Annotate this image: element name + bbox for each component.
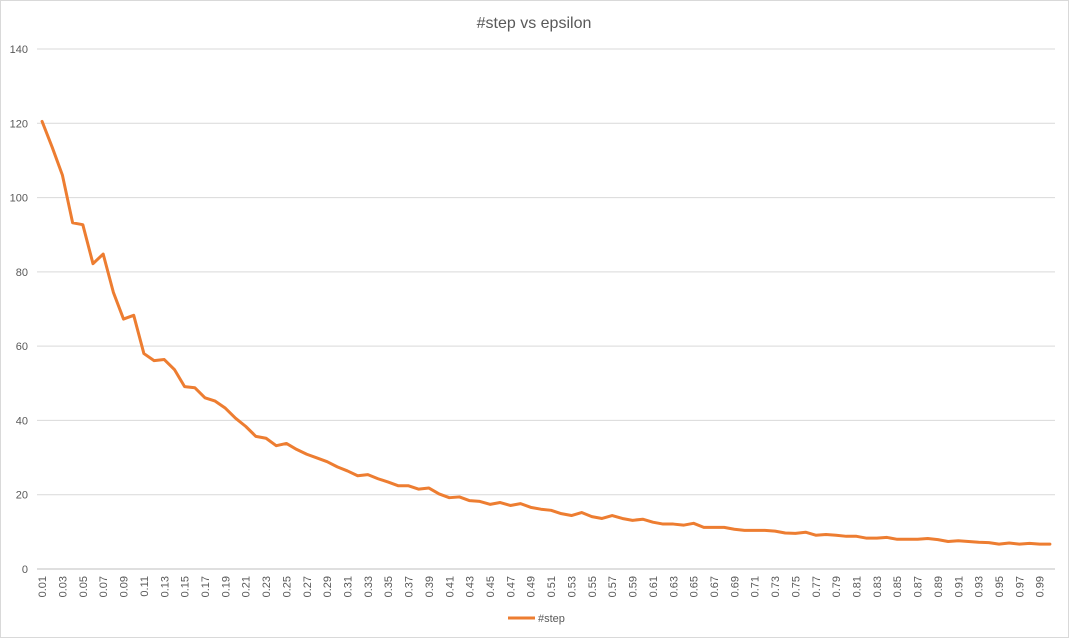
x-tick-label: 0.93: [974, 576, 986, 597]
legend: #step: [508, 613, 565, 625]
gridlines: [37, 48, 1055, 570]
y-tick-label: 120: [10, 118, 28, 130]
y-tick-label: 40: [16, 415, 28, 427]
x-tick-label: 0.23: [261, 576, 273, 597]
x-tick-label: 0.79: [831, 576, 843, 597]
x-tick-label: 0.91: [953, 576, 965, 597]
x-tick-label: 0.97: [1014, 576, 1026, 597]
x-tick-label: 0.39: [424, 576, 436, 597]
x-tick-label: 0.41: [444, 576, 456, 597]
x-tick-label: 0.99: [1035, 576, 1047, 597]
x-tick-label: 0.15: [180, 576, 192, 597]
x-tick-label: 0.17: [200, 576, 212, 597]
x-tick-label: 0.25: [281, 576, 293, 597]
x-tick-label: 0.03: [57, 576, 69, 597]
x-tick-label: 0.83: [872, 576, 884, 597]
x-tick-label: 0.85: [892, 576, 904, 597]
x-tick-label: 0.59: [628, 576, 640, 597]
y-axis-tick-labels: 0 20 40 60 80 100 120 140: [10, 44, 28, 576]
x-tick-label: 0.33: [363, 576, 375, 597]
x-tick-label: 0.71: [750, 576, 762, 597]
x-tick-label: 0.45: [485, 576, 497, 597]
x-tick-label: 0.09: [119, 576, 131, 597]
x-tick-label: 0.75: [790, 576, 802, 597]
x-tick-label: 0.01: [37, 576, 49, 597]
x-tick-label: 0.47: [505, 576, 517, 597]
x-tick-label: 0.51: [546, 576, 558, 597]
chart-title: #step vs epsilon: [477, 15, 592, 32]
x-tick-label: 0.27: [302, 576, 314, 597]
series-lines: [40, 119, 1052, 546]
y-tick-label: 80: [16, 267, 28, 279]
x-tick-label: 0.95: [994, 576, 1006, 597]
y-tick-label: 100: [10, 193, 28, 205]
x-tick-label: 0.49: [526, 576, 538, 597]
x-tick-label: 0.57: [607, 576, 619, 597]
x-tick-label: 0.11: [139, 576, 151, 597]
series-line-step: [40, 119, 1052, 546]
x-tick-label: 0.81: [851, 576, 863, 597]
x-tick-label: 0.21: [241, 576, 253, 597]
x-tick-label: 0.19: [220, 576, 232, 597]
legend-label: #step: [538, 613, 565, 625]
x-tick-label: 0.05: [78, 576, 90, 597]
x-tick-label: 0.63: [668, 576, 680, 597]
x-tick-label: 0.07: [98, 576, 110, 597]
y-tick-label: 0: [22, 564, 28, 576]
x-tick-label: 0.31: [342, 576, 354, 597]
x-tick-label: 0.77: [811, 576, 823, 597]
x-tick-label: 0.53: [566, 576, 578, 597]
x-tick-label: 0.65: [689, 576, 701, 597]
x-tick-label: 0.89: [933, 576, 945, 597]
x-tick-label: 0.67: [709, 576, 721, 597]
y-tick-label: 60: [16, 341, 28, 353]
x-tick-label: 0.37: [404, 576, 416, 597]
x-tick-label: 0.29: [322, 576, 334, 597]
x-tick-label: 0.55: [587, 576, 599, 597]
x-tick-label: 0.35: [383, 576, 395, 597]
x-tick-label: 0.73: [770, 576, 782, 597]
x-tick-label: 0.69: [729, 576, 741, 597]
x-tick-label: 0.61: [648, 576, 660, 597]
x-axis-tick-labels: 0.01 0.03 0.05 0.07 0.09 0.11 0.13 0.15 0.17 0.19…: [37, 576, 1047, 597]
x-tick-label: 0.13: [159, 576, 171, 597]
x-tick-label: 0.87: [913, 576, 925, 597]
y-tick-label: 140: [10, 44, 28, 56]
x-tick-label: 0.43: [465, 576, 477, 597]
y-tick-label: 20: [16, 490, 28, 502]
